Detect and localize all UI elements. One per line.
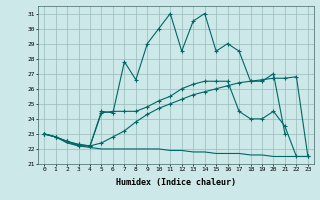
X-axis label: Humidex (Indice chaleur): Humidex (Indice chaleur) — [116, 178, 236, 187]
